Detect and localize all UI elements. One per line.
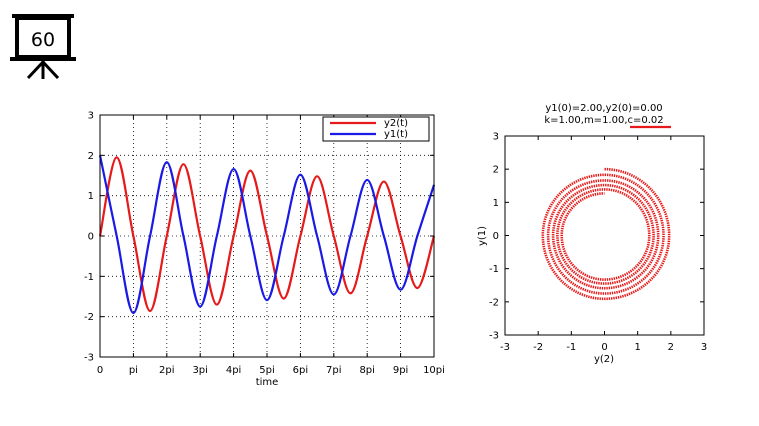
phase-x-tick-label: 1 xyxy=(634,342,640,353)
y-tick-label: -2 xyxy=(84,312,94,323)
phase-x-tick-label: -1 xyxy=(566,342,576,353)
phase-chart-ticks: -3 -2 -1 0 1 2 3 -3 -2 -1 0 1 2 3 xyxy=(489,132,707,354)
phase-y-tick-label: 0 xyxy=(493,231,499,242)
presentation-board-icon xyxy=(10,14,76,80)
series-line-y2t xyxy=(98,156,436,313)
phase-y-tick-label: 2 xyxy=(493,165,499,176)
x-tick-label: 0 xyxy=(97,365,103,376)
phase-x-tick-label: 0 xyxy=(601,342,607,353)
phase-y-tick-label: 3 xyxy=(493,132,499,143)
phase-y-tick-label: 1 xyxy=(493,198,499,209)
phase-chart-frame xyxy=(504,135,705,336)
series-line-y1t xyxy=(98,155,436,315)
time-chart-ticks: 0 pi 2pi 3pi 4pi 5pi 6pi 7pi 8pi 9pi 10pi -3 -2 -1 0 1 2… xyxy=(84,111,445,377)
phase-x-tick-label: 2 xyxy=(668,342,674,353)
x-tick-label: 7pi xyxy=(326,365,342,376)
x-axis-label: time xyxy=(256,377,279,388)
x-tick-label: 3pi xyxy=(192,365,208,376)
legend-label-y2: y2(t) xyxy=(384,118,408,129)
phase-y-tick-label: -1 xyxy=(489,264,499,275)
legend-box xyxy=(322,116,430,142)
phase-portrait-chart: y1(0)=2.00,y2(0)=0.00 k=1.00,m=1.00,c=0.… xyxy=(477,103,707,365)
phase-x-tick-label: -2 xyxy=(533,342,543,353)
phase-y-tick-label: -3 xyxy=(489,331,499,342)
y-tick-label: 0 xyxy=(88,232,94,243)
y-tick-label: -3 xyxy=(84,353,94,364)
x-tick-label: pi xyxy=(129,365,138,376)
phase-chart-subtitle: k=1.00,m=1.00,c=0.02 xyxy=(544,115,663,126)
x-tick-label: 5pi xyxy=(259,365,275,376)
time-series-chart: 0 pi 2pi 3pi 4pi 5pi 6pi 7pi 8pi 9pi 10pi -3 -2 -1 0 1 2… xyxy=(84,111,445,389)
badge-number: 60 xyxy=(31,29,55,51)
phase-trajectory-line xyxy=(541,167,671,301)
phase-chart-title: y1(0)=2.00,y2(0)=0.00 xyxy=(545,103,662,114)
phase-spiral xyxy=(541,167,671,301)
x-tick-label: 2pi xyxy=(159,365,175,376)
legend: y2(t) y1(t) xyxy=(322,116,430,142)
y-tick-label: 3 xyxy=(88,111,94,122)
legend-label-y1: y1(t) xyxy=(384,129,408,140)
x-tick-label: 4pi xyxy=(226,365,242,376)
phase-x-tick-label: -3 xyxy=(500,342,510,353)
phase-y-tick-label: -2 xyxy=(489,297,499,308)
y-tick-label: 2 xyxy=(88,151,94,162)
x-tick-label: 10pi xyxy=(423,365,445,376)
time-series-lines xyxy=(98,155,436,315)
phase-x-tick-label: 3 xyxy=(701,342,707,353)
x-tick-label: 9pi xyxy=(393,365,409,376)
x-tick-label: 8pi xyxy=(359,365,375,376)
phase-x-axis-label: y(2) xyxy=(594,354,614,365)
y-tick-label: 1 xyxy=(88,191,94,202)
phase-y-axis-label: y(1) xyxy=(477,226,488,246)
x-tick-label: 6pi xyxy=(293,365,309,376)
y-tick-label: -1 xyxy=(84,272,94,283)
